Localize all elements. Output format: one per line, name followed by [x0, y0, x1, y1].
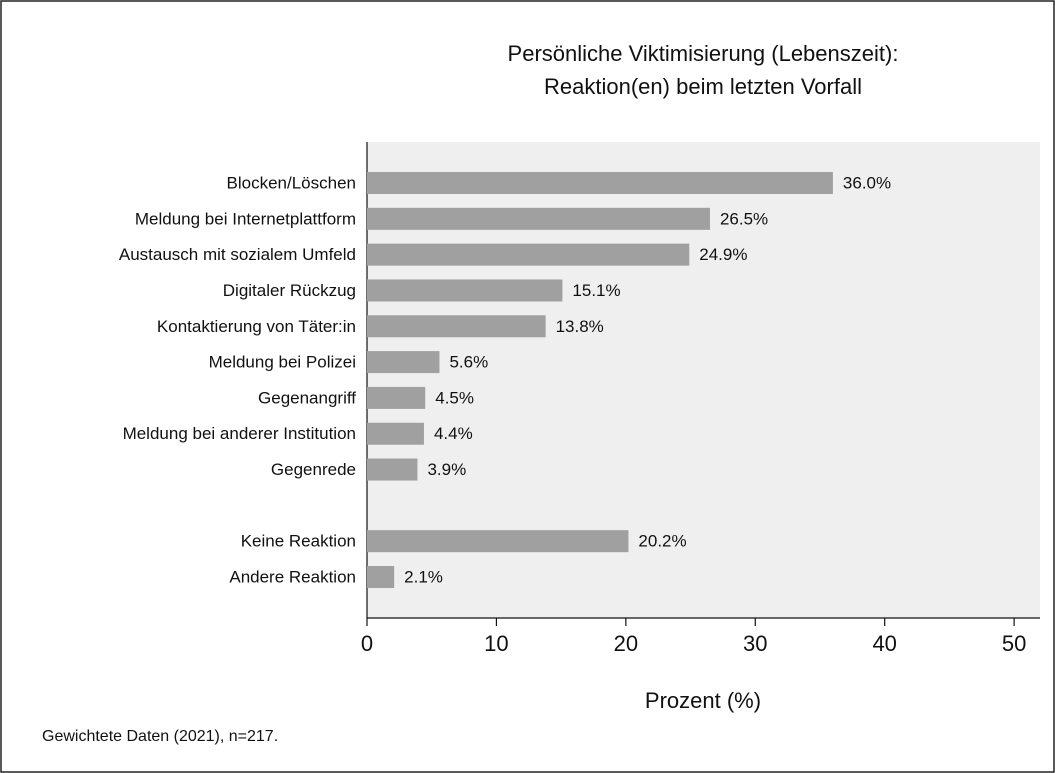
bar: [367, 279, 563, 302]
y-tick-label: Meldung bei Internetplattform: [135, 209, 356, 228]
value-label: 4.4%: [434, 424, 473, 443]
value-label: 4.5%: [435, 388, 474, 407]
value-label: 5.6%: [449, 353, 488, 372]
bar: [367, 243, 690, 266]
y-tick-label: Blocken/Löschen: [227, 173, 356, 192]
bar: [367, 530, 629, 553]
x-tick-label: 0: [361, 631, 373, 656]
y-tick-label: Meldung bei anderer Institution: [123, 424, 356, 443]
value-label: 36.0%: [843, 173, 891, 192]
bar: [367, 351, 440, 374]
y-tick-label: Gegenangriff: [258, 388, 356, 407]
x-tick-label: 20: [614, 631, 638, 656]
x-axis-label: Prozent (%): [645, 688, 761, 713]
y-tick-label: Gegenrede: [271, 460, 356, 479]
bar: [367, 566, 395, 588]
x-tick-label: 30: [743, 631, 767, 656]
y-tick-label: Austausch mit sozialem Umfeld: [119, 245, 356, 264]
bar: [367, 207, 710, 230]
value-label: 13.8%: [556, 317, 604, 336]
bar: [367, 422, 424, 445]
chart-title: Persönliche Viktimisierung (Lebenszeit):: [508, 41, 899, 66]
y-tick-label: Keine Reaktion: [241, 532, 356, 551]
x-tick-label: 40: [872, 631, 896, 656]
bar: [367, 315, 546, 338]
value-label: 24.9%: [699, 245, 747, 264]
value-label: 20.2%: [638, 532, 686, 551]
y-tick-label: Kontaktierung von Täter:in: [157, 317, 356, 336]
bar: [367, 386, 426, 409]
bar: [367, 172, 833, 194]
y-tick-label: Meldung bei Polizei: [209, 353, 356, 372]
chart-title: Reaktion(en) beim letzten Vorfall: [544, 74, 862, 99]
x-tick-label: 50: [1002, 631, 1026, 656]
value-label: 15.1%: [572, 281, 620, 300]
y-tick-label: Digitaler Rückzug: [223, 281, 356, 300]
value-label: 3.9%: [427, 460, 466, 479]
value-label: 2.1%: [404, 567, 443, 586]
x-tick-label: 10: [484, 631, 508, 656]
note: Gewichtete Daten (2021), n=217.: [42, 728, 278, 745]
bar: [367, 458, 418, 481]
value-label: 26.5%: [720, 209, 768, 228]
y-tick-label: Andere Reaktion: [229, 567, 356, 586]
